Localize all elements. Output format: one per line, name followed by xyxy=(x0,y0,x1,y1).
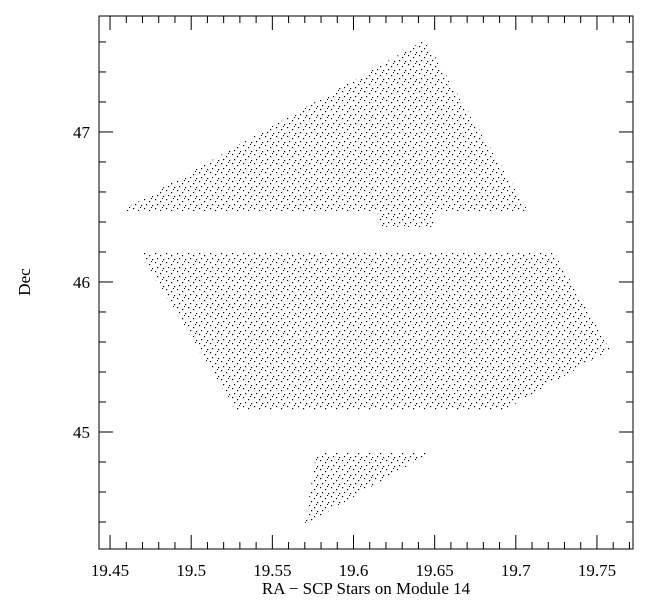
x-tick-label: 19.7 xyxy=(501,561,531,580)
x-axis-label: RA − SCP Stars on Module 14 xyxy=(262,579,471,598)
x-tick-label: 19.65 xyxy=(416,561,454,580)
y-axis-label: Dec xyxy=(15,268,34,296)
y-tick-label: 45 xyxy=(73,423,90,442)
x-tick-label: 19.75 xyxy=(578,561,616,580)
plot-frame xyxy=(98,15,634,550)
x-tick-label: 19.45 xyxy=(91,561,129,580)
y-tick-label: 46 xyxy=(73,273,90,292)
y-tick-label: 47 xyxy=(73,123,91,142)
star-field xyxy=(121,40,529,227)
x-tick-label: 19.5 xyxy=(176,561,206,580)
x-tick-label: 19.6 xyxy=(339,561,369,580)
star-field xyxy=(304,452,430,525)
x-tick-label: 19.55 xyxy=(253,561,291,580)
star-field xyxy=(139,253,610,410)
